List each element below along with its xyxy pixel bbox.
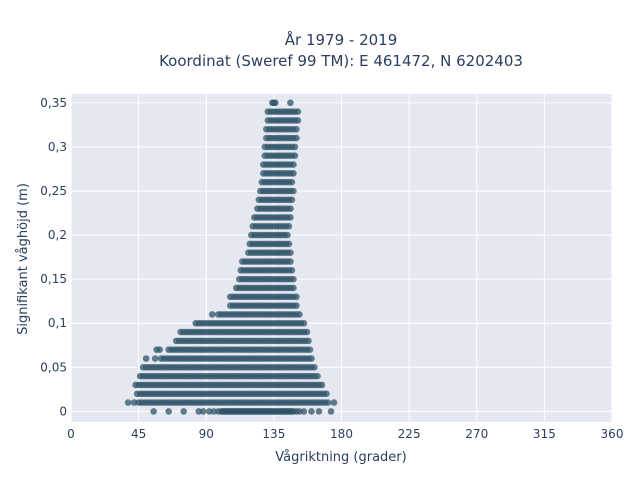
scatter-point xyxy=(285,222,293,230)
scatter-point xyxy=(293,125,300,133)
scatter-point xyxy=(293,293,300,301)
x-axis-ticks: 0 45 90 135 180 225 270 315 360 xyxy=(67,427,623,441)
scatter-point xyxy=(291,152,299,160)
scatter-point xyxy=(288,196,296,204)
scatter-point xyxy=(290,284,297,292)
y-tick-label: 0,25 xyxy=(40,184,67,198)
scatter-point xyxy=(151,355,159,362)
scatter-point xyxy=(290,170,297,177)
scatter-point xyxy=(296,408,303,415)
scatter-point xyxy=(195,408,203,415)
scatter-point xyxy=(142,355,150,362)
x-tick-label: 225 xyxy=(398,427,421,441)
scatter-point xyxy=(272,99,279,107)
scatter-point xyxy=(130,399,138,406)
x-axis-title: Vågriktning (grader) xyxy=(275,450,406,465)
chart-title: År 1979 - 2019 xyxy=(285,30,398,49)
scatter-point xyxy=(287,205,294,212)
scatter-point xyxy=(311,364,318,371)
scatter-point xyxy=(293,302,300,309)
scatter-point xyxy=(288,267,296,274)
scatter-point xyxy=(315,408,323,415)
x-tick-label: 315 xyxy=(533,427,556,441)
scatter-point xyxy=(305,337,312,345)
scatter-point xyxy=(324,399,332,406)
x-tick-label: 90 xyxy=(199,427,214,441)
scatter-point xyxy=(287,258,294,265)
scatter-point xyxy=(303,328,311,336)
data-points xyxy=(124,99,338,415)
scatter-point xyxy=(300,408,308,415)
scatter-point xyxy=(327,408,335,415)
scatter-point xyxy=(150,408,157,415)
scatter-point xyxy=(208,311,216,318)
x-tick-label: 360 xyxy=(601,427,624,441)
x-tick-label: 45 xyxy=(131,427,146,441)
y-tick-label: 0,1 xyxy=(48,316,67,330)
x-tick-label: 135 xyxy=(262,427,285,441)
x-tick-label: 0 xyxy=(67,427,75,441)
scatter-point xyxy=(306,346,314,353)
scatter-point xyxy=(205,408,213,415)
scatter-point xyxy=(290,161,297,168)
scatter-point xyxy=(330,399,338,406)
scatter-point xyxy=(290,187,297,195)
scatter-point xyxy=(294,117,302,124)
x-tick-label: 270 xyxy=(465,427,488,441)
y-tick-label: 0,15 xyxy=(40,272,67,286)
y-tick-label: 0,2 xyxy=(48,228,67,242)
scatter-point xyxy=(318,381,326,389)
scatter-point xyxy=(287,249,294,257)
scatter-point xyxy=(290,275,297,283)
grid xyxy=(70,94,613,422)
scatter-point xyxy=(288,178,296,186)
scatter-point xyxy=(323,390,330,398)
x-tick-label: 180 xyxy=(330,427,353,441)
scatter-point xyxy=(124,399,132,406)
y-tick-label: 0,05 xyxy=(40,360,67,374)
scatter-point xyxy=(180,408,188,415)
scatter-point xyxy=(287,99,294,107)
y-tick-label: 0,3 xyxy=(48,140,67,154)
scatter-point xyxy=(294,108,302,115)
scatter-point xyxy=(308,355,315,362)
y-tick-label: 0 xyxy=(59,404,67,418)
scatter-point xyxy=(210,408,218,415)
scatter-point xyxy=(156,346,163,353)
scatter-point xyxy=(293,134,300,142)
chart-subtitle: Koordinat (Sweref 99 TM): E 461472, N 62… xyxy=(159,52,523,70)
scatter-point xyxy=(300,319,308,327)
scatter-point xyxy=(285,240,293,248)
scatter-point xyxy=(314,372,321,380)
scatter-point xyxy=(308,408,315,415)
y-tick-label: 0,35 xyxy=(40,96,67,110)
y-axis-ticks: 0 0,05 0,1 0,15 0,2 0,25 0,3 0,35 xyxy=(40,96,67,419)
scatter-point xyxy=(291,143,299,151)
scatter-point xyxy=(284,231,291,239)
y-axis-title: Signifikant våghöjd (m) xyxy=(16,183,31,335)
scatter-point xyxy=(296,311,303,318)
scatter-point xyxy=(165,408,172,415)
scatter-point xyxy=(199,408,207,415)
scatter-point xyxy=(287,214,294,221)
